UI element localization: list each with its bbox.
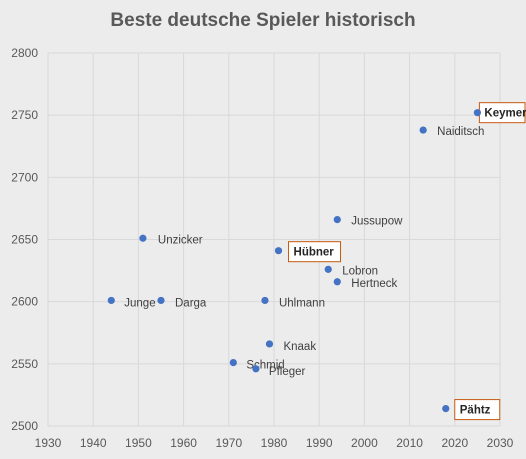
data-point	[333, 278, 341, 286]
point-label: Knaak	[283, 341, 316, 353]
data-point	[229, 358, 237, 367]
x-tick-label: 1930	[35, 436, 62, 450]
label-callout-box	[288, 241, 342, 263]
y-tick-label: 2650	[11, 233, 38, 247]
data-point	[252, 365, 260, 373]
data-point	[139, 234, 147, 242]
point-label: Naiditsch	[437, 126, 484, 138]
point-label: Keymer	[484, 108, 526, 120]
x-tick-label: 2020	[441, 436, 468, 450]
point-label: Hübner	[294, 247, 335, 259]
point-label: Uhlmann	[279, 297, 325, 309]
point-label: Unzicker	[158, 234, 203, 246]
y-tick-label: 2800	[11, 46, 38, 60]
y-tick-label: 2700	[11, 170, 38, 184]
point-label: Hertneck	[351, 278, 397, 290]
x-tick-label: 2010	[396, 436, 423, 450]
data-point	[261, 296, 269, 305]
data-point	[157, 296, 165, 305]
y-tick-label: 2600	[11, 295, 38, 309]
point-label: Jussupow	[351, 216, 403, 228]
x-tick-label: 1960	[170, 436, 197, 450]
data-point	[442, 404, 450, 413]
data-point	[107, 296, 115, 305]
point-label: Lobron	[342, 265, 378, 277]
x-tick-label: 2000	[351, 436, 378, 450]
data-point	[265, 340, 274, 348]
x-tick-label: 1950	[125, 436, 152, 450]
x-tick-label: 2030	[487, 436, 514, 450]
y-tick-label: 2500	[11, 419, 38, 433]
point-label: Pähtz	[460, 405, 491, 417]
y-tick-label: 2750	[11, 108, 38, 122]
data-point	[419, 126, 427, 134]
x-tick-label: 1970	[215, 436, 242, 450]
point-label: Junge	[124, 297, 155, 309]
point-label: Darga	[175, 297, 207, 309]
chart-title: Beste deutsche Spieler historisch	[110, 10, 416, 31]
data-point	[333, 216, 341, 224]
point-label: Pfleger	[269, 366, 306, 378]
x-tick-label: 1980	[261, 436, 288, 450]
x-tick-label: 1990	[306, 436, 333, 450]
data-point	[473, 109, 481, 117]
x-tick-label: 1940	[80, 436, 107, 450]
y-tick-label: 2550	[11, 357, 38, 371]
label-callout-box	[454, 399, 501, 421]
data-point	[324, 265, 332, 273]
data-point	[274, 247, 283, 255]
